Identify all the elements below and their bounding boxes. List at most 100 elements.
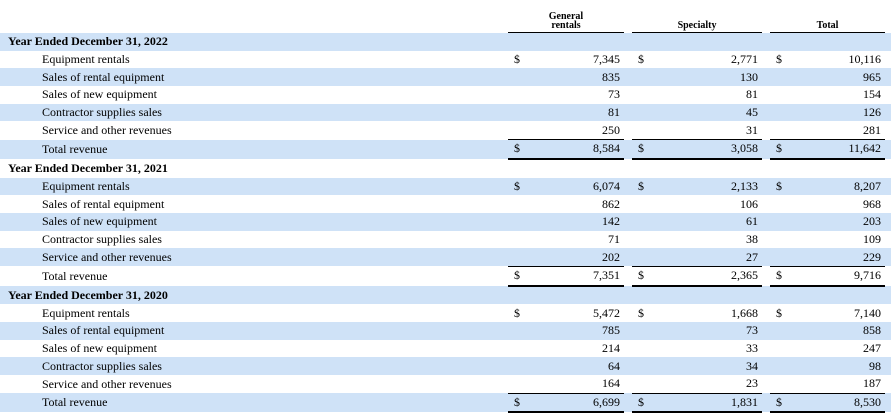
spacer bbox=[762, 375, 770, 393]
currency: $ bbox=[776, 305, 783, 320]
spacer bbox=[624, 86, 632, 104]
currency bbox=[632, 375, 650, 393]
row-label: Equipment rentals bbox=[42, 305, 130, 320]
value: 130 bbox=[650, 68, 763, 87]
value: 858 bbox=[786, 322, 886, 340]
currency bbox=[770, 212, 787, 231]
row-label: Service and other revenues bbox=[42, 123, 172, 138]
column-header: Total bbox=[770, 0, 886, 33]
value: 8,584 bbox=[528, 139, 624, 160]
spacer bbox=[762, 393, 771, 413]
value: 1,831 bbox=[650, 392, 763, 413]
row-label: Contractor supplies sales bbox=[0, 103, 508, 122]
currency bbox=[770, 322, 787, 340]
currency: $ bbox=[770, 177, 787, 196]
currency: $ bbox=[770, 392, 787, 413]
currency bbox=[508, 375, 528, 393]
currency bbox=[632, 195, 650, 213]
value: 164 bbox=[602, 376, 620, 391]
currency: $ bbox=[770, 139, 787, 160]
spacer bbox=[624, 393, 632, 413]
currency bbox=[770, 103, 787, 122]
value: 281 bbox=[863, 122, 882, 137]
value: 64 bbox=[528, 357, 624, 376]
value: 81 bbox=[746, 87, 759, 102]
currency bbox=[770, 248, 787, 267]
currency bbox=[770, 375, 786, 393]
spacer bbox=[885, 322, 891, 340]
currency bbox=[632, 231, 650, 249]
value: 247 bbox=[863, 341, 882, 356]
spacer bbox=[624, 139, 632, 159]
currency bbox=[508, 121, 528, 139]
row-label: Sales of rental equipment bbox=[0, 68, 508, 87]
spacer bbox=[624, 340, 632, 358]
data-row: Service and other revenues 202 27 229 bbox=[0, 248, 891, 267]
currency: $ bbox=[632, 177, 650, 196]
row-label: Service and other revenues bbox=[42, 376, 172, 391]
currency bbox=[770, 357, 787, 376]
row-label: Sales of rental equipment bbox=[42, 196, 165, 211]
value: 154 bbox=[863, 87, 882, 102]
value: 6,699 bbox=[528, 392, 624, 413]
section-row: Year Ended December 31, 2021 bbox=[0, 159, 891, 178]
currency bbox=[632, 121, 650, 139]
spacer bbox=[885, 139, 891, 159]
currency bbox=[770, 231, 786, 249]
value: 7,345 bbox=[593, 52, 620, 67]
value: 61 bbox=[650, 212, 763, 231]
currency bbox=[632, 357, 650, 376]
value: 835 bbox=[528, 68, 624, 87]
currency bbox=[770, 68, 787, 87]
currency: $ bbox=[508, 265, 528, 287]
value: 1,668 bbox=[731, 305, 759, 320]
spacer bbox=[762, 103, 771, 122]
data-row: Sales of rental equipment 835 130 965 bbox=[0, 68, 891, 87]
currency bbox=[632, 86, 650, 104]
spacer bbox=[624, 121, 632, 139]
spacer bbox=[624, 177, 632, 196]
row-label: Equipment rentals bbox=[42, 52, 130, 67]
spacer bbox=[885, 304, 891, 322]
spacer bbox=[885, 266, 891, 285]
total-row: Total revenue $7,351 $2,365 $9,716 bbox=[0, 265, 891, 287]
spacer bbox=[762, 212, 771, 231]
value: 8,530 bbox=[786, 392, 886, 413]
data-row: Equipment rentals $5,472 $1,668 $7,140 bbox=[0, 304, 891, 322]
data-row: Contractor supplies sales 81 45 126 bbox=[0, 103, 891, 122]
value: 214 bbox=[602, 341, 620, 356]
spacer bbox=[885, 195, 891, 213]
spacer bbox=[762, 51, 770, 69]
currency: $ bbox=[770, 265, 787, 287]
section-row: Year Ended December 31, 2020 bbox=[0, 285, 891, 305]
value: 785 bbox=[528, 322, 624, 340]
spacer bbox=[762, 195, 770, 213]
row-label: Contractor supplies sales bbox=[0, 357, 508, 376]
currency: $ bbox=[632, 139, 650, 160]
value: 7,140 bbox=[854, 305, 882, 320]
currency: $ bbox=[514, 52, 520, 67]
currency bbox=[632, 212, 650, 231]
data-row: Sales of rental equipment 862 106 968 bbox=[0, 195, 891, 213]
currency bbox=[508, 322, 528, 340]
currency: $ bbox=[776, 52, 783, 67]
currency bbox=[508, 231, 528, 249]
spacer bbox=[762, 231, 770, 249]
column-header-text: Specialty bbox=[677, 20, 717, 31]
value: 2,365 bbox=[650, 265, 763, 287]
value: 862 bbox=[602, 196, 620, 211]
spacer bbox=[885, 340, 891, 358]
currency bbox=[632, 103, 650, 122]
spacer bbox=[762, 68, 771, 87]
spacer bbox=[624, 357, 632, 376]
spacer bbox=[885, 103, 891, 122]
value: 3,058 bbox=[650, 139, 763, 160]
total-row: Total revenue $8,584 $3,058 $11,642 bbox=[0, 139, 891, 160]
value: 202 bbox=[528, 248, 624, 267]
currency bbox=[632, 340, 650, 358]
currency bbox=[508, 248, 528, 267]
spacer bbox=[885, 212, 891, 231]
row-label: Total revenue bbox=[0, 393, 508, 413]
value: 45 bbox=[650, 103, 763, 122]
